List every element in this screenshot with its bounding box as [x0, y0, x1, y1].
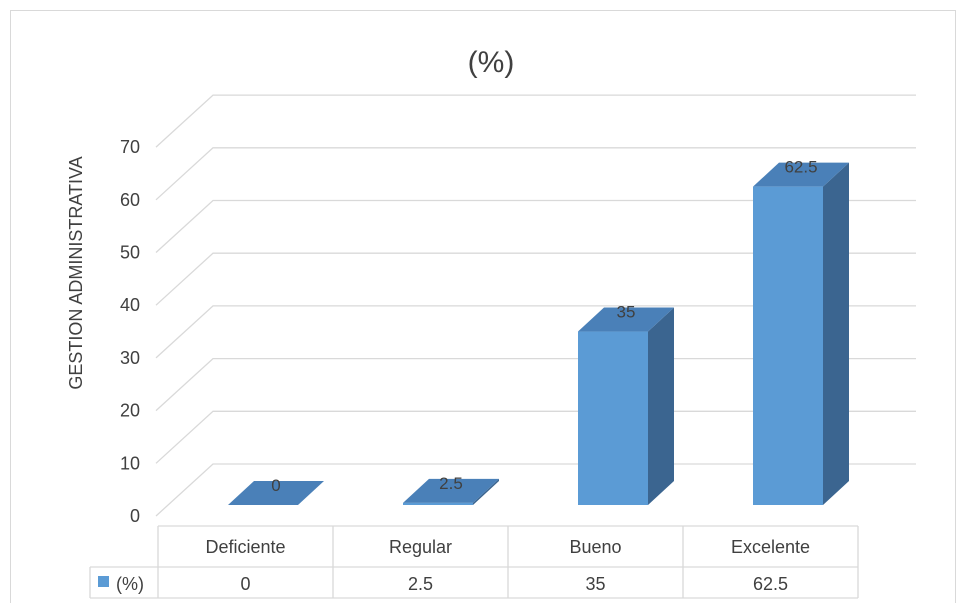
legend-label: (%): [116, 574, 144, 594]
bar-top: [403, 478, 499, 503]
y-tick-label: 30: [120, 348, 140, 368]
gridline: [155, 94, 916, 148]
gridline: [155, 199, 916, 253]
bar: [753, 186, 823, 505]
data-table: Deficiente 0 Regular 2.5 Bueno 35 Excelente 62.…: [89, 525, 859, 599]
gridline: [155, 410, 916, 464]
category-label: Deficiente: [205, 537, 285, 557]
category-label: Excelente: [731, 537, 810, 557]
category-label: Bueno: [569, 537, 621, 557]
gridline: [155, 147, 916, 201]
y-tick-label: 40: [120, 295, 140, 315]
data-label: 0: [271, 476, 280, 495]
data-labels: 0 2.5 35 62.5: [271, 158, 817, 495]
y-axis-label: GESTION ADMINISTRATIVA: [66, 156, 86, 389]
data-label: 35: [617, 303, 636, 322]
table-value: 35: [585, 574, 605, 594]
bar-side: [823, 162, 849, 505]
gridline: [155, 305, 916, 359]
y-tick-label: 60: [120, 190, 140, 210]
y-axis-ticks: 0 10 20 30 40 50 60 70: [120, 137, 140, 526]
bar-top: [578, 307, 674, 332]
y-tick-label: 0: [130, 506, 140, 526]
table-value: 2.5: [408, 574, 433, 594]
bar-top: [753, 162, 849, 187]
y-tick-label: 70: [120, 137, 140, 157]
data-label: 2.5: [439, 474, 463, 493]
legend-swatch: [98, 576, 109, 587]
bar-side: [648, 307, 674, 505]
y-tick-label: 50: [120, 243, 140, 263]
table-value: 0: [240, 574, 250, 594]
chart-title: (%): [468, 46, 515, 79]
gridline: [155, 357, 916, 412]
data-label: 62.5: [784, 158, 817, 177]
chart-frame: [10, 10, 956, 603]
category-label: Regular: [389, 537, 452, 557]
bar-side: [473, 478, 499, 505]
bar: [578, 331, 648, 505]
bars: [228, 162, 849, 505]
bar: [403, 502, 473, 505]
table-value: 62.5: [753, 574, 788, 594]
y-tick-label: 20: [120, 401, 140, 421]
gridline: [155, 463, 916, 517]
bar-top: [228, 481, 324, 505]
gridlines: [155, 94, 916, 517]
gridline: [155, 252, 916, 306]
y-tick-label: 10: [120, 453, 140, 473]
